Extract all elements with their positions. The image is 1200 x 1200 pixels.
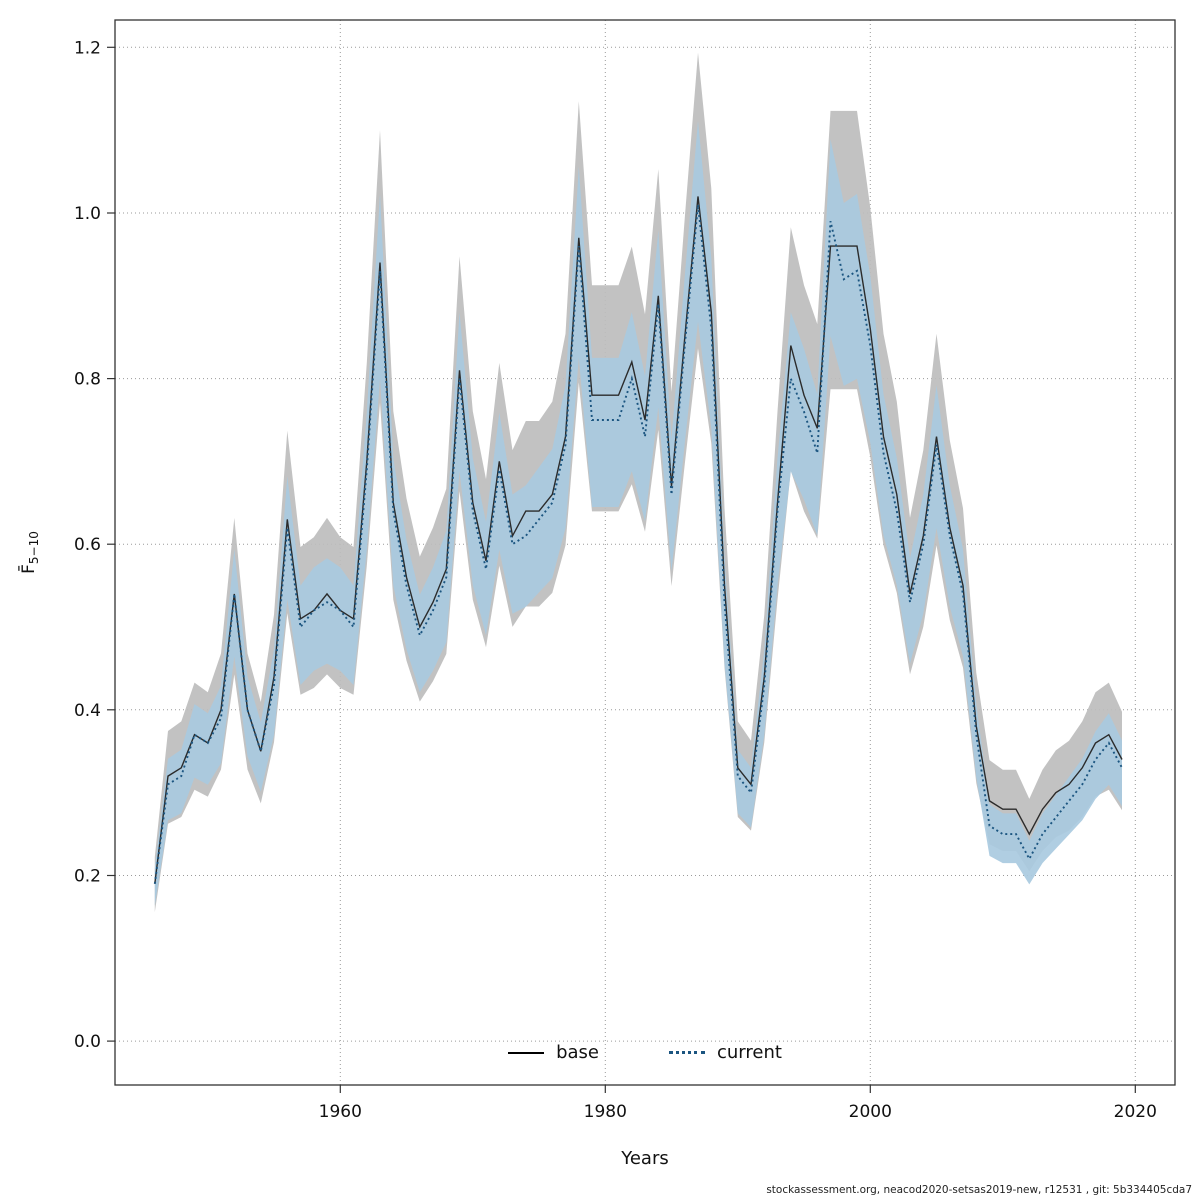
- current-line-sample-icon: [668, 1051, 705, 1054]
- svg-text:2020: 2020: [1114, 1102, 1157, 1122]
- footer-attribution: stockassessment.org, neacod2020-setsas20…: [766, 1184, 1192, 1196]
- legend-label-current: current: [716, 1042, 782, 1063]
- svg-text:1960: 1960: [319, 1102, 362, 1122]
- svg-text:0.4: 0.4: [74, 701, 101, 721]
- svg-text:0.0: 0.0: [74, 1032, 101, 1052]
- svg-text:0.8: 0.8: [74, 370, 101, 390]
- svg-text:0.2: 0.2: [74, 867, 101, 887]
- x-axis-label: Years: [621, 1148, 669, 1169]
- svg-text:1.0: 1.0: [74, 204, 101, 224]
- svg-text:2000: 2000: [849, 1102, 892, 1122]
- legend-label-base: base: [556, 1042, 599, 1063]
- svg-text:1980: 1980: [584, 1102, 627, 1122]
- svg-text:F̄5−10: F̄5−10: [17, 531, 41, 574]
- legend-item-base: base: [508, 1042, 599, 1063]
- svg-text:1.2: 1.2: [74, 38, 101, 58]
- base-line-sample-icon: [508, 1051, 545, 1054]
- svg-text:0.6: 0.6: [74, 535, 101, 555]
- chart-legend: base current: [115, 1042, 1175, 1063]
- legend-item-current: current: [668, 1042, 782, 1063]
